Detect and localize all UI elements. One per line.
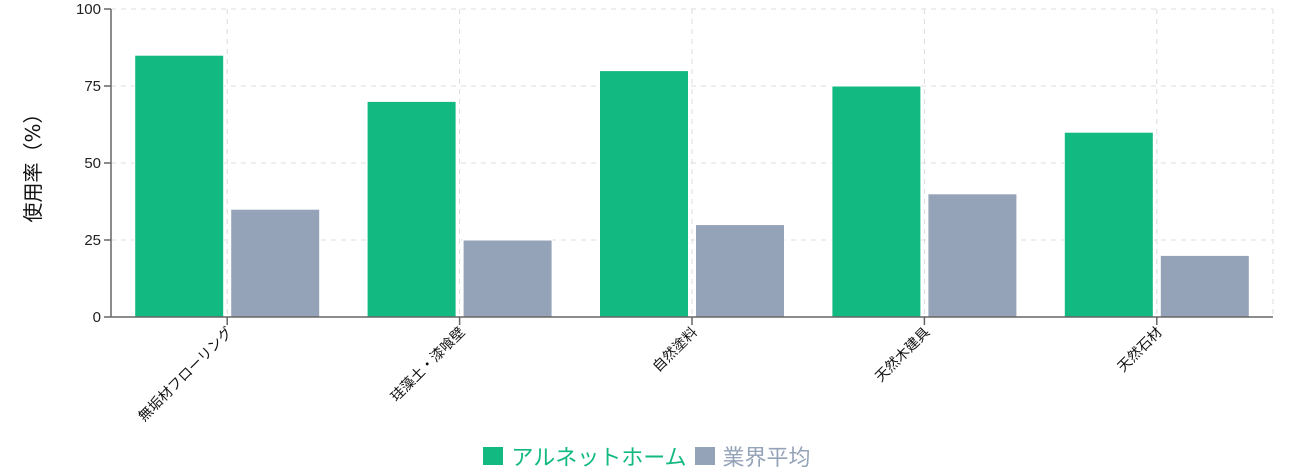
bar-company[interactable] (366, 100, 457, 318)
legend-label: 業界平均 (722, 446, 811, 471)
y-tick-label: 75 (84, 78, 101, 95)
bar-company[interactable] (134, 54, 225, 318)
bar-industry-average[interactable] (462, 239, 553, 318)
legend-item-company[interactable]: アルネットホーム (483, 440, 687, 472)
y-axis-title: 使用率（%） (21, 103, 45, 222)
x-tick-label: 珪藻土・漆喰壁 (388, 325, 469, 406)
bar-company[interactable] (831, 85, 922, 318)
bar-industry-average[interactable] (695, 224, 785, 318)
y-tick-label: 100 (76, 1, 101, 18)
legend-swatch-icon (483, 447, 504, 465)
x-tick-label: 天然石材 (1114, 324, 1166, 376)
y-tick-label: 50 (84, 155, 101, 172)
bar-industry-average[interactable] (230, 208, 321, 318)
bar-industry-average[interactable] (1159, 254, 1250, 318)
y-tick-label: 25 (84, 232, 101, 249)
legend-swatch-icon (694, 447, 715, 465)
y-tick-label: 0 (93, 309, 101, 326)
legend-label: アルネットホーム (511, 446, 687, 471)
bars (134, 54, 1250, 318)
legend-item-industry-average[interactable]: 業界平均 (694, 440, 811, 472)
bar-company[interactable] (599, 70, 689, 318)
bar-company[interactable] (1063, 131, 1154, 318)
x-tick-label: 天然木建具 (872, 324, 934, 386)
grid-lines (111, 8, 1274, 317)
x-tick-label: 無垢材フローリング (136, 325, 236, 425)
bar-industry-average[interactable] (927, 193, 1018, 318)
x-tick-label: 自然塗料 (649, 324, 701, 376)
legend: アルネットホーム 業界平均 (0, 440, 1294, 472)
